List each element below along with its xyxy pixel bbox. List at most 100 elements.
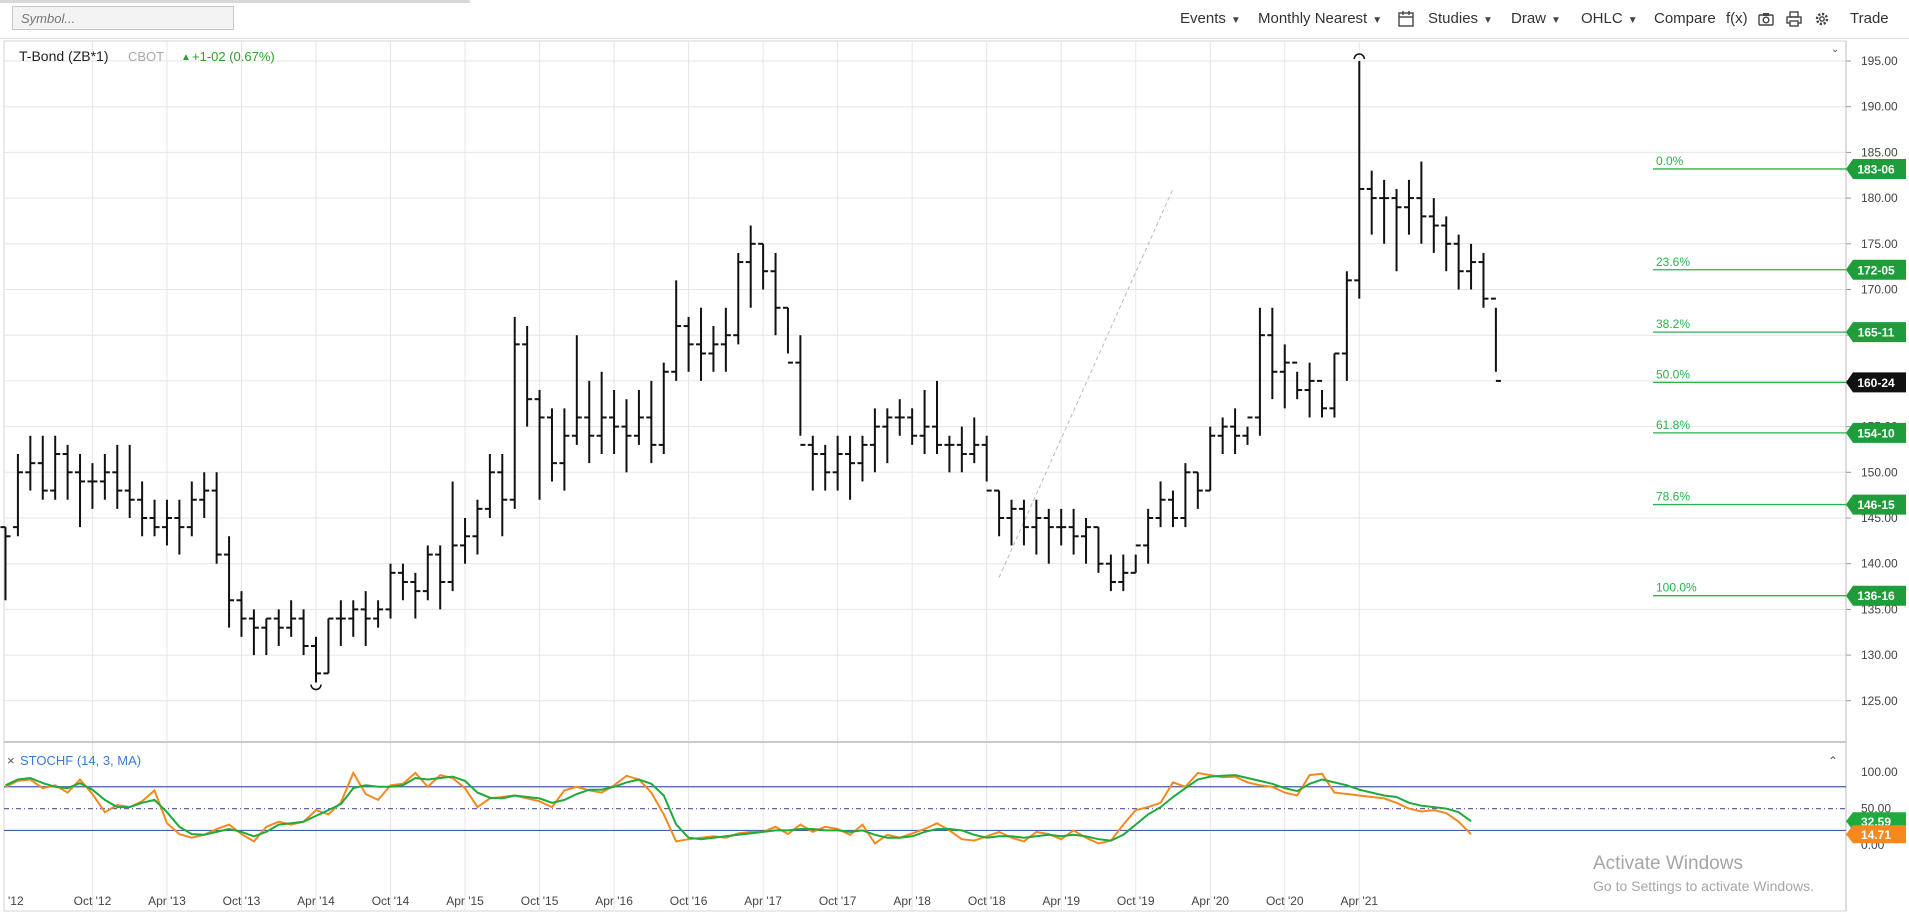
fibonacci-retracement[interactable]: 0.0% 183-06 23.6% 172-05 38.2% 165-11 50.0% 160… — [1653, 154, 1906, 606]
ohlc-bar — [124, 444, 135, 518]
x-tick-label: Oct '14 — [372, 894, 410, 908]
y-tick-label: 100.00 — [1861, 765, 1898, 779]
ohlc-bar — [360, 591, 371, 646]
draw-dropdown[interactable]: Draw ▼ — [1511, 10, 1561, 27]
y-tick-label: 135.00 — [1861, 602, 1898, 616]
ohlc-bar — [1391, 188, 1402, 272]
trade-button[interactable]: Trade — [1850, 10, 1889, 27]
k-value-tag-label: 14.71 — [1861, 828, 1891, 842]
ohlc-bar — [1167, 490, 1178, 528]
study-label[interactable]: STOCHF (14, 3, MA) — [20, 753, 141, 768]
ohlc-bar — [286, 600, 297, 637]
ohlc-bar — [25, 435, 36, 491]
ohlc-bar — [1093, 526, 1104, 573]
ohlc-bar — [720, 307, 731, 372]
ohlc-bar — [696, 307, 707, 381]
events-label: Events — [1180, 10, 1226, 27]
camera-icon[interactable] — [1756, 9, 1776, 29]
ohlc-bar — [335, 600, 346, 646]
ohlc-bar — [1341, 271, 1352, 381]
ohlc-bar — [261, 617, 272, 656]
fx-button[interactable]: f(x) — [1726, 10, 1748, 27]
ohlc-bar — [1317, 379, 1328, 418]
ohlc-series — [0, 53, 1501, 691]
ohlc-bar — [1441, 216, 1452, 272]
ohlc-bar — [1403, 179, 1414, 235]
calendar-icon[interactable] — [1396, 9, 1416, 29]
x-tick-label: Oct '20 — [1266, 894, 1304, 908]
x-tick-label: '12 — [8, 894, 24, 908]
ohlc-bar — [1478, 252, 1489, 308]
draw-label: Draw — [1511, 10, 1547, 27]
chevron-down-icon: ▼ — [1551, 15, 1561, 26]
ohlc-bar — [12, 454, 23, 537]
gear-icon[interactable] — [1812, 9, 1832, 29]
ohlc-bar — [1130, 544, 1141, 574]
symbol-search-input[interactable] — [12, 6, 234, 30]
ohlc-bar — [882, 408, 893, 464]
price-tag-label: 136-16 — [1857, 589, 1895, 603]
series-k-line — [5, 770, 1472, 845]
chart-area[interactable]: '12 Oct '12 Apr '13 Oct '13 Apr '14 Oct '14 Ap… — [0, 38, 1909, 913]
symbol-label: T-Bond (ZB*1) — [19, 48, 108, 64]
ohlc-bar — [932, 380, 942, 455]
fib-level-label: 61.8% — [1656, 418, 1690, 432]
ohlc-bar — [633, 390, 644, 445]
x-tick-label: Apr '14 — [297, 894, 335, 908]
events-dropdown[interactable]: Events ▼ — [1180, 10, 1241, 27]
low-marker — [310, 684, 322, 691]
ohlc-bar — [1105, 554, 1116, 592]
ohlc-bar — [410, 572, 421, 619]
price-tag-label: 146-15 — [1857, 498, 1895, 512]
trend-line — [998, 188, 1174, 578]
ohlc-bar — [534, 390, 545, 500]
chart-style-dropdown[interactable]: OHLC ▼ — [1581, 10, 1638, 27]
ohlc-bar — [1018, 499, 1029, 546]
x-tick-label: Oct '13 — [223, 894, 261, 908]
ohlc-bar — [1292, 361, 1303, 400]
ohlc-bar — [782, 306, 793, 364]
collapse-icon[interactable]: ⌄ — [1831, 44, 1839, 55]
studies-label: Studies — [1428, 10, 1479, 27]
price-tag-label: 183-06 — [1857, 162, 1895, 176]
ohlc-bar — [1006, 499, 1017, 546]
x-axis: '12 Oct '12 Apr '13 Oct '13 Apr '14 Oct '14 Ap… — [8, 894, 1378, 908]
price-tag — [1846, 494, 1906, 515]
ohlc-bar — [1205, 426, 1216, 492]
compare-button[interactable]: Compare — [1654, 10, 1716, 27]
y-tick-label: 180.00 — [1861, 191, 1898, 205]
ohlc-bar — [584, 380, 595, 464]
ohlc-bar — [1056, 508, 1067, 546]
x-tick-label: Apr '15 — [446, 894, 484, 908]
ohlc-bar — [1081, 518, 1092, 564]
y-tick-label: 150.00 — [1861, 465, 1898, 479]
interval-label: Monthly Nearest — [1258, 10, 1368, 27]
price-tag — [1846, 259, 1906, 280]
y-tick-label: 140.00 — [1861, 557, 1898, 571]
y-tick-label: 130.00 — [1861, 648, 1898, 662]
chart-frame — [3, 40, 1847, 912]
ohlc-bar — [1068, 508, 1079, 555]
studies-dropdown[interactable]: Studies ▼ — [1428, 10, 1493, 27]
ohlc-bar — [248, 609, 259, 656]
ohlc-bar — [857, 435, 868, 482]
print-icon[interactable] — [1784, 9, 1804, 29]
ohlc-bar — [397, 563, 408, 601]
chevron-down-icon: ▼ — [1230, 15, 1241, 26]
fib-level-label: 38.2% — [1656, 317, 1690, 331]
ohlc-bar — [1354, 61, 1365, 299]
close-study-icon[interactable]: × — [7, 753, 15, 768]
ohlc-bar — [571, 335, 582, 445]
ohlc-bar — [224, 536, 235, 628]
interval-dropdown[interactable]: Monthly Nearest ▼ — [1258, 10, 1382, 27]
price-tag — [1846, 322, 1906, 343]
ohlc-bar — [907, 408, 918, 445]
ohlc-bar — [137, 481, 148, 537]
exchange-label: CBOT — [128, 49, 164, 64]
price-tag-label: 172-05 — [1857, 263, 1895, 277]
ohlc-bar — [981, 435, 992, 492]
maximize-panel-icon[interactable]: ⌃ — [1828, 754, 1838, 768]
ohlc-bar — [509, 316, 520, 509]
x-tick-label: Apr '17 — [744, 894, 782, 908]
ohlc-bar — [298, 609, 309, 656]
